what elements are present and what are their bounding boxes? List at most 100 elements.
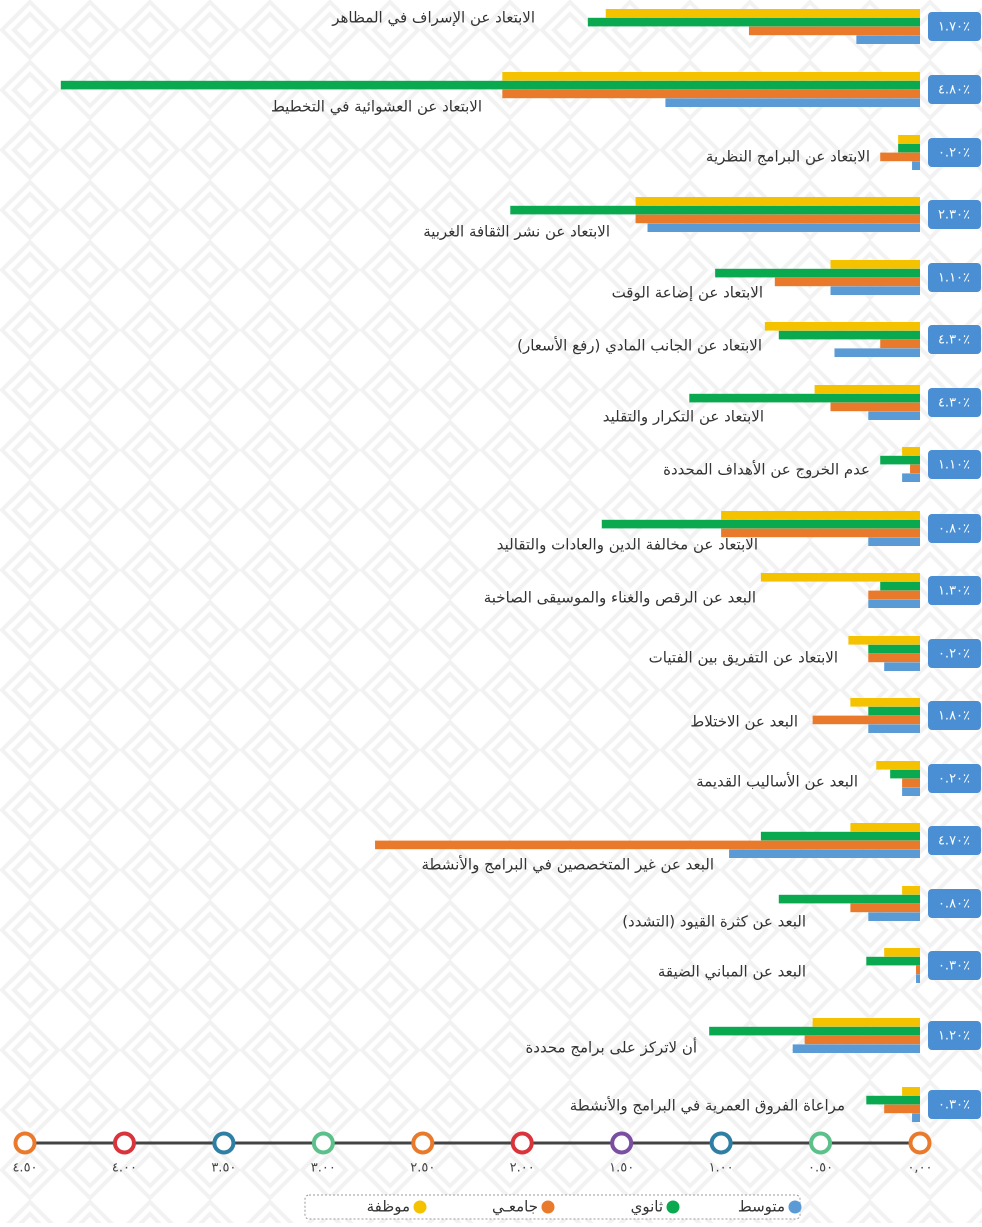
tick-marker — [510, 1131, 534, 1155]
badge: ٪٠.٢٠ — [938, 647, 970, 662]
badge-bg — [928, 12, 981, 41]
badge-bg — [928, 263, 981, 292]
bar — [812, 1018, 920, 1027]
bar — [856, 35, 920, 44]
badge: ٪٤.٣٠ — [938, 333, 970, 348]
bar — [804, 1035, 920, 1045]
bar — [60, 80, 921, 90]
bar — [850, 698, 920, 707]
bar — [868, 724, 920, 733]
bar — [884, 662, 920, 671]
x-tick-label: ٤.٥٠ — [12, 1161, 37, 1176]
bar — [884, 948, 920, 957]
tick-marker — [709, 1131, 733, 1155]
x-tick-label: ١.٥٠ — [609, 1161, 634, 1176]
bar — [880, 455, 920, 465]
legend-label: ثانوي — [631, 1198, 663, 1217]
badge-bg — [928, 951, 981, 980]
category-label: أن لاتركز على برامج محددة — [525, 1038, 697, 1057]
category-label: الابتعاد عن التفريق بين الفتيات — [649, 649, 838, 667]
bar — [778, 894, 920, 904]
bar — [902, 778, 920, 788]
bar — [868, 411, 920, 420]
badge-bg — [928, 138, 981, 167]
x-tick-label: ٠.٥٠ — [808, 1161, 833, 1176]
bar — [764, 322, 920, 331]
bar — [502, 89, 920, 99]
badge-bg — [928, 764, 981, 793]
bar — [792, 1044, 920, 1053]
badge: ٪٠.٣٠ — [938, 1098, 970, 1113]
bar — [830, 260, 920, 269]
badge-bg — [928, 576, 981, 605]
badge: ٪٤.٧٠ — [938, 834, 970, 849]
bar — [866, 956, 920, 966]
bar — [868, 537, 920, 546]
badge: ٪١.٨٠ — [938, 709, 970, 724]
legend-swatch — [413, 1200, 427, 1214]
x-tick-label: ٣.٥٠ — [211, 1161, 236, 1176]
bar — [868, 706, 920, 716]
badge: ٪١.٧٠ — [938, 20, 970, 35]
bar — [902, 473, 920, 482]
badge: ٪٢.٣٠ — [938, 208, 970, 223]
bar — [916, 974, 920, 983]
x-tick-label: ٣.٠٠ — [311, 1161, 336, 1176]
category-label: الابتعاد عن نشر الثقافة الغربية — [423, 223, 610, 241]
tick-marker — [112, 1131, 136, 1155]
bar — [605, 9, 920, 18]
bar — [902, 886, 920, 895]
bar — [898, 143, 920, 153]
badge: ٪٠.٢٠ — [938, 146, 970, 161]
badge: ٪٠.٨٠ — [938, 897, 970, 912]
bar — [880, 581, 920, 591]
bar — [902, 787, 920, 796]
x-tick-label: ١.٠٠ — [709, 1161, 734, 1176]
badge: ٪١.٣٠ — [938, 584, 970, 599]
bar — [635, 214, 920, 224]
badge-bg — [928, 450, 981, 479]
badge: ٪٠.٨٠ — [938, 522, 970, 537]
bar — [587, 17, 920, 27]
bar — [912, 161, 920, 170]
bar — [812, 715, 920, 725]
bar — [647, 223, 920, 232]
category-label: الابتعاد عن العشوائية في التخطيط — [271, 98, 482, 117]
bar — [709, 1026, 920, 1036]
badge: ٪١.١٠ — [938, 271, 970, 286]
badge-bg — [928, 1090, 981, 1119]
bar — [689, 393, 920, 403]
tick-marker — [809, 1131, 833, 1155]
badge-bg — [928, 826, 981, 855]
category-label: عدم الخروج عن الأهداف المحددة — [663, 460, 870, 480]
badge: ٪٤.٨٠ — [938, 83, 970, 98]
category-label: البعد عن كثرة القيود (التشدد) — [622, 913, 806, 931]
legend-swatch — [666, 1200, 680, 1214]
bar — [850, 903, 920, 913]
badge-bg — [928, 889, 981, 918]
bar — [375, 840, 920, 850]
bar — [902, 447, 920, 456]
category-label: البعد عن الاختلاط — [690, 713, 798, 731]
legend-swatch — [541, 1200, 555, 1214]
category-label: البعد عن المباني الضيقة — [658, 963, 806, 982]
bar — [778, 330, 920, 340]
tick-marker — [212, 1131, 236, 1155]
tick-marker — [13, 1131, 37, 1155]
bar — [890, 769, 920, 779]
bar — [834, 348, 920, 357]
bar — [868, 912, 920, 921]
bar — [884, 1104, 920, 1114]
legend-swatch — [788, 1200, 802, 1214]
bar — [814, 385, 920, 394]
badge: ٪٠.٣٠ — [938, 959, 970, 974]
x-tick-label: ٤.٠٠ — [112, 1161, 137, 1176]
legend-label: متوسط — [738, 1198, 785, 1216]
bar — [902, 1087, 920, 1096]
bar — [868, 590, 920, 600]
badge-bg — [928, 1021, 981, 1050]
bar — [912, 1113, 920, 1122]
bar — [866, 1095, 920, 1105]
bar — [868, 644, 920, 654]
bar — [830, 286, 920, 295]
